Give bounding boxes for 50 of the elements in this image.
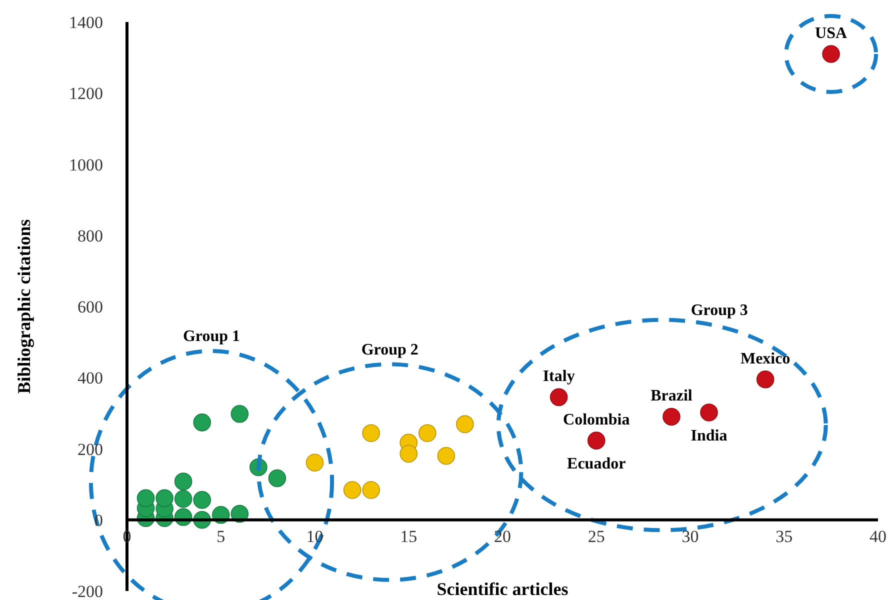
- y-tick-label: 1000: [69, 155, 103, 174]
- y-tick-label: 1400: [69, 13, 103, 32]
- y-tick-label: -200: [72, 582, 103, 600]
- point: [343, 481, 362, 499]
- annotation: Italy: [542, 368, 575, 386]
- point: [756, 370, 774, 388]
- annotation: USA: [815, 25, 848, 42]
- annotation: Colombia: [563, 412, 630, 429]
- x-axis-title: Scientific articles: [436, 579, 568, 599]
- point: [456, 415, 474, 434]
- point: [174, 490, 192, 508]
- point: [230, 405, 249, 423]
- point: [193, 491, 211, 509]
- point: [193, 414, 211, 432]
- point: [418, 424, 436, 442]
- x-tick-label: 35: [776, 526, 793, 546]
- y-tick-label: 600: [78, 298, 103, 316]
- point: [268, 469, 286, 488]
- annotation: Group 2: [361, 341, 418, 358]
- point: [306, 454, 324, 472]
- y-tick-label: 800: [78, 226, 103, 246]
- point: [362, 481, 380, 499]
- x-tick-label: 10: [306, 526, 324, 546]
- point: [136, 489, 155, 508]
- x-tick-label: 40: [870, 526, 886, 546]
- point: [174, 472, 192, 490]
- y-tick-label: 400: [78, 368, 103, 388]
- x-tick-label: 20: [494, 526, 511, 546]
- y-axis-title: Bibliographic citations: [14, 219, 34, 394]
- point: [550, 388, 568, 406]
- point: [822, 45, 840, 63]
- point: [587, 432, 606, 450]
- annotation: Group 1: [182, 328, 240, 345]
- x-tick-label: 30: [682, 526, 699, 546]
- x-tick-label: 25: [588, 526, 605, 546]
- point: [662, 408, 680, 426]
- x-tick-label: 15: [400, 526, 418, 546]
- annotation: Mexico: [740, 350, 790, 368]
- y-tick-label: 200: [78, 440, 103, 459]
- point: [400, 444, 418, 463]
- x-tick-label: 5: [216, 526, 226, 546]
- point: [700, 404, 718, 422]
- annotation: Ecuador: [567, 456, 626, 473]
- annotation: Brazil: [650, 388, 693, 405]
- point: [362, 424, 380, 442]
- y-tick-label: 1200: [69, 84, 103, 104]
- point: [437, 446, 456, 465]
- annotation: Group 3: [690, 302, 748, 320]
- point: [156, 489, 174, 508]
- annotation: India: [690, 427, 728, 444]
